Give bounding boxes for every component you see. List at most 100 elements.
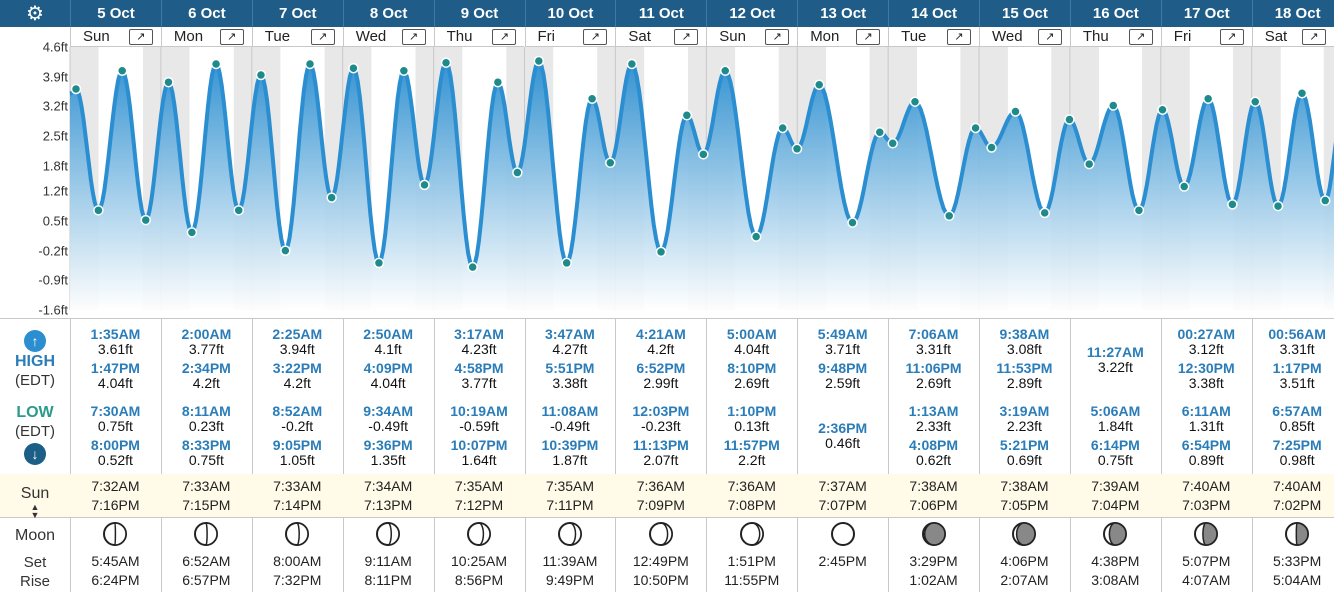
tide-point[interactable] bbox=[847, 217, 858, 228]
tide-time: 1:13AM bbox=[908, 403, 959, 419]
moonset-time: 6:52AM bbox=[182, 553, 231, 569]
tide-point[interactable] bbox=[398, 65, 410, 77]
tide-point[interactable] bbox=[986, 142, 997, 153]
tide-entry: 6:11AM 1.31ft bbox=[1161, 404, 1252, 434]
tide-point[interactable] bbox=[1108, 100, 1119, 111]
tide-entry: 11:06PM 2.69ft bbox=[888, 361, 979, 391]
low-down-button[interactable]: ↓ bbox=[0, 443, 70, 465]
sunset-time: 7:02PM bbox=[1273, 497, 1322, 513]
tide-height: 3.38ft bbox=[1188, 375, 1224, 391]
y-tick-label: 3.2ft bbox=[42, 98, 68, 114]
sunset-time: 7:16PM bbox=[91, 497, 140, 513]
tide-point[interactable] bbox=[492, 76, 504, 88]
tide-point[interactable] bbox=[348, 62, 359, 74]
column-divider bbox=[251, 318, 253, 592]
tide-point[interactable] bbox=[1227, 199, 1238, 210]
expand-icon[interactable]: ↗ bbox=[1301, 29, 1326, 45]
tide-point[interactable] bbox=[1010, 106, 1021, 117]
tide-point[interactable] bbox=[605, 157, 616, 169]
expand-icon[interactable]: ↗ bbox=[946, 29, 971, 45]
expand-icon[interactable]: ↗ bbox=[583, 29, 608, 45]
tide-point[interactable] bbox=[791, 143, 803, 155]
tide-point[interactable] bbox=[874, 127, 886, 138]
moonset-time: 12:49PM bbox=[632, 553, 689, 569]
high-up-button[interactable]: ↑ bbox=[0, 330, 70, 352]
tide-point[interactable] bbox=[186, 227, 198, 238]
tide-point[interactable] bbox=[326, 192, 337, 203]
tide-point[interactable] bbox=[1083, 158, 1095, 170]
tide-point[interactable] bbox=[719, 65, 731, 77]
tide-point[interactable] bbox=[1178, 181, 1190, 192]
tide-point[interactable] bbox=[280, 245, 291, 256]
day-cell: Fri ↗ bbox=[524, 27, 616, 47]
tide-point[interactable] bbox=[681, 110, 693, 121]
tide-point[interactable] bbox=[93, 205, 104, 216]
tide-point[interactable] bbox=[698, 149, 709, 160]
tide-point[interactable] bbox=[909, 96, 921, 107]
tide-entry: 5:51PM 3.38ft bbox=[525, 361, 616, 391]
tide-point[interactable] bbox=[813, 79, 825, 91]
arrow-up-icon[interactable]: ↑ bbox=[24, 330, 46, 352]
day-cell: Sat ↗ bbox=[1251, 27, 1334, 47]
tide-point[interactable] bbox=[116, 65, 128, 77]
expand-icon[interactable]: ↗ bbox=[492, 29, 517, 45]
expand-icon[interactable]: ↗ bbox=[1128, 29, 1153, 45]
expand-icon[interactable]: ↗ bbox=[674, 29, 699, 45]
tide-point[interactable] bbox=[1296, 87, 1308, 99]
tide-point[interactable] bbox=[440, 57, 452, 68]
tide-point[interactable] bbox=[1319, 195, 1331, 206]
expand-icon[interactable]: ↗ bbox=[219, 29, 244, 45]
tide-point[interactable] bbox=[512, 167, 523, 178]
tide-point[interactable] bbox=[467, 261, 478, 273]
tide-point[interactable] bbox=[1202, 93, 1214, 105]
tide-entry: 4:09PM 4.04ft bbox=[343, 361, 434, 391]
tide-point[interactable] bbox=[777, 122, 788, 134]
row-divider bbox=[0, 318, 1334, 319]
expand-icon[interactable]: ↗ bbox=[310, 29, 335, 45]
tide-point[interactable] bbox=[140, 214, 151, 226]
tide-point[interactable] bbox=[586, 93, 598, 105]
expand-icon[interactable]: ↗ bbox=[401, 29, 426, 45]
tide-time: 3:47AM bbox=[545, 326, 595, 342]
tide-time: 8:52AM bbox=[272, 403, 323, 419]
tide-point[interactable] bbox=[419, 179, 430, 191]
tide-point[interactable] bbox=[655, 246, 667, 258]
tide-entry: 11:27AM 3.22ft bbox=[1070, 345, 1161, 375]
expand-icon[interactable]: ↗ bbox=[765, 29, 790, 45]
tide-point[interactable] bbox=[233, 205, 244, 216]
gear-icon[interactable]: ⚙ bbox=[26, 3, 44, 25]
tide-height: 0.75ft bbox=[97, 418, 133, 434]
tide-point[interactable] bbox=[626, 58, 638, 70]
tide-point[interactable] bbox=[255, 69, 267, 81]
tide-point[interactable] bbox=[304, 58, 316, 70]
moon-phase-icon bbox=[648, 522, 673, 546]
tide-point[interactable] bbox=[373, 257, 385, 269]
arrow-down-icon[interactable]: ↓ bbox=[24, 443, 46, 465]
moonrise-time: 6:57PM bbox=[182, 572, 231, 588]
tide-point[interactable] bbox=[1272, 200, 1284, 212]
tide-point[interactable] bbox=[561, 257, 572, 269]
tide-point[interactable] bbox=[970, 122, 981, 134]
tide-point[interactable] bbox=[887, 138, 898, 149]
tide-point[interactable] bbox=[1039, 207, 1050, 219]
tide-time: 11:57PM bbox=[723, 437, 780, 453]
tide-point[interactable] bbox=[1249, 96, 1261, 107]
day-cell: Thu ↗ bbox=[1069, 27, 1161, 47]
tide-point[interactable] bbox=[1157, 104, 1168, 116]
expand-icon[interactable]: ↗ bbox=[1219, 29, 1244, 45]
tide-point[interactable] bbox=[533, 55, 545, 67]
tide-point[interactable] bbox=[210, 58, 222, 70]
tide-time: 10:07PM bbox=[450, 437, 508, 453]
tide-point[interactable] bbox=[1133, 205, 1145, 216]
tide-point[interactable] bbox=[70, 83, 82, 95]
expand-icon[interactable]: ↗ bbox=[1037, 29, 1062, 45]
low-tz: (EDT) bbox=[15, 423, 55, 440]
column-divider bbox=[433, 318, 435, 592]
expand-icon[interactable]: ↗ bbox=[856, 29, 881, 45]
tide-point[interactable] bbox=[1064, 114, 1075, 125]
tide-point[interactable] bbox=[163, 76, 174, 88]
expand-icon[interactable]: ↗ bbox=[128, 29, 153, 45]
tide-point[interactable] bbox=[943, 210, 955, 222]
tide-point[interactable] bbox=[750, 231, 762, 242]
tide-entry: 3:22PM 4.2ft bbox=[252, 361, 343, 391]
